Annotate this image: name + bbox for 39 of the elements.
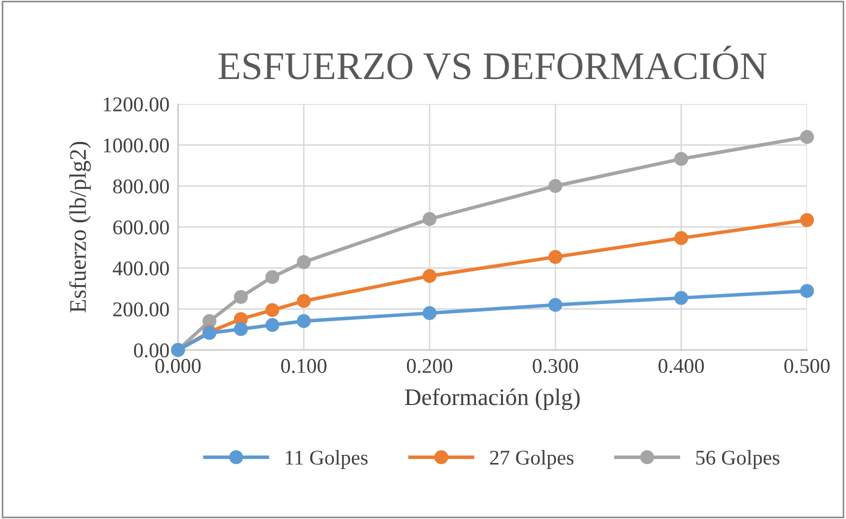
point bbox=[800, 284, 814, 298]
y-tick-label: 600.00 bbox=[113, 220, 169, 235]
point bbox=[422, 212, 437, 226]
y-tick-label: 800.00 bbox=[113, 179, 169, 194]
y-axis-title: Esfuerzo (lb/plg2) bbox=[69, 142, 91, 313]
x-tick-label: 0.200 bbox=[406, 358, 452, 374]
legend-label: 27 Golpes bbox=[490, 450, 574, 469]
point bbox=[234, 290, 248, 304]
point bbox=[265, 270, 280, 284]
point bbox=[800, 130, 814, 144]
x-tick-label: 0.100 bbox=[281, 358, 326, 374]
x-tick-label: 0.400 bbox=[658, 358, 704, 374]
point bbox=[548, 298, 562, 312]
point bbox=[422, 269, 437, 283]
point bbox=[548, 250, 562, 264]
point bbox=[296, 294, 311, 308]
y-tick-label: 200.00 bbox=[113, 302, 169, 317]
point bbox=[548, 179, 562, 193]
y-tick-label: 1200.00 bbox=[104, 97, 169, 112]
x-tick-label: 0.500 bbox=[784, 358, 830, 374]
legend-label: 11 Golpes bbox=[286, 450, 368, 469]
y-tick-label: 1000.00 bbox=[104, 138, 169, 153]
x-tick-label: 0.300 bbox=[532, 358, 578, 374]
y-tick-label: 400.00 bbox=[112, 261, 169, 276]
point bbox=[422, 306, 437, 320]
point bbox=[674, 231, 688, 246]
point bbox=[296, 314, 311, 328]
point bbox=[674, 152, 688, 166]
chart-title: ESFUERZO VS DEFORMACIÓN bbox=[218, 46, 767, 80]
point bbox=[265, 318, 280, 332]
x-tick-label: 0.000 bbox=[155, 358, 201, 374]
point bbox=[296, 255, 311, 269]
y-tick-label: 0.00 bbox=[134, 343, 169, 358]
point bbox=[234, 322, 248, 336]
legend-label: 56 Golpes bbox=[696, 450, 780, 469]
point bbox=[265, 303, 280, 317]
point bbox=[674, 290, 688, 305]
point bbox=[800, 213, 814, 227]
x-axis-title: Deformación (plg) bbox=[405, 388, 580, 410]
